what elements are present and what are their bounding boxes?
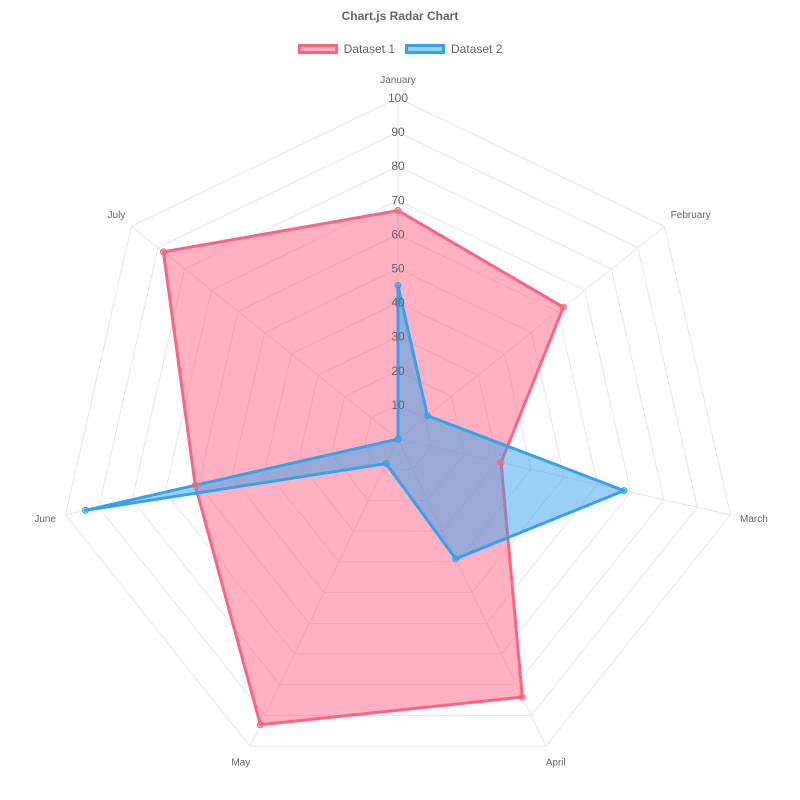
tick-label-40: 40 [391, 296, 405, 310]
data-point-dataset-1-june [191, 481, 199, 489]
grid-ring-90 [98, 131, 698, 717]
data-point-dataset-2-february [423, 412, 431, 420]
point-label-february: February [671, 210, 711, 221]
point-label-july: July [108, 210, 126, 221]
legend: Dataset 1 Dataset 2 [0, 42, 800, 56]
legend-label-dataset-1: Dataset 1 [343, 42, 395, 56]
point-label-june: June [34, 514, 56, 525]
tick-label-30: 30 [391, 330, 405, 344]
tick-label-70: 70 [391, 193, 405, 207]
point-label-may: May [231, 757, 250, 768]
tick-label-10: 10 [391, 398, 405, 412]
data-point-dataset-2-april [452, 555, 460, 563]
data-point-dataset-2-july [394, 435, 402, 443]
tick-label-60: 60 [391, 227, 405, 241]
point-label-january: January [380, 75, 416, 86]
data-point-dataset-2-march [620, 487, 628, 495]
tick-label-100: 100 [388, 91, 408, 105]
point-label-april: April [546, 757, 566, 768]
series-area-dataset-2 [83, 284, 626, 561]
data-point-dataset-1-april [518, 693, 526, 701]
point-label-march: March [740, 514, 768, 525]
data-point-dataset-2-may [382, 460, 390, 468]
legend-label-dataset-2: Dataset 2 [451, 42, 503, 56]
tick-label-90: 90 [391, 125, 405, 139]
data-point-dataset-1-february [559, 303, 567, 311]
chart-title: Chart.js Radar Chart [341, 9, 459, 23]
tick-label-20: 20 [391, 364, 405, 378]
tick-label-50: 50 [391, 262, 405, 276]
grid-ring-100 [65, 97, 731, 747]
data-point-dataset-2-june [81, 506, 89, 514]
legend-item-dataset-1[interactable]: Dataset 1 [297, 42, 395, 56]
tick-label-80: 80 [391, 159, 405, 173]
legend-item-dataset-2[interactable]: Dataset 2 [405, 42, 502, 56]
data-point-dataset-1-march [497, 459, 505, 467]
legend-swatch-dataset-2 [405, 44, 445, 54]
data-point-dataset-1-january [394, 207, 402, 215]
data-point-dataset-1-july [159, 248, 167, 256]
data-point-dataset-1-may [256, 721, 264, 729]
legend-swatch-dataset-1 [297, 44, 338, 54]
data-point-dataset-2-january [394, 282, 402, 290]
